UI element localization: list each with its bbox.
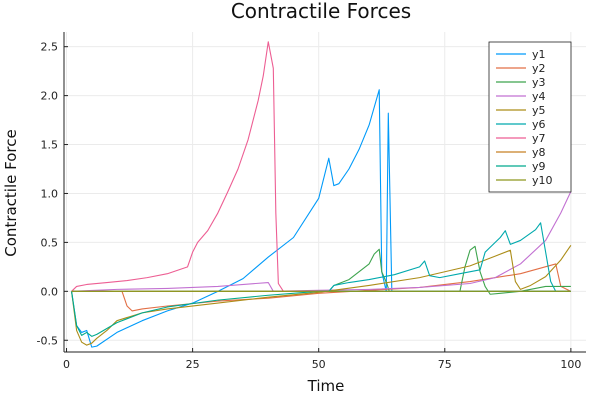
legend-label: y6 (532, 118, 546, 131)
ticks: 0 25 50 75 100 -0.5 0.0 0.5 1.0 1.5 2.0 2.5 (37, 41, 582, 371)
legend-label: y8 (532, 146, 546, 159)
legend-label: y1 (532, 48, 546, 61)
series-line-y6 (71, 222, 571, 292)
x-tick-label: 75 (438, 358, 452, 371)
series-layer (71, 41, 572, 348)
y-tick-label: 2.0 (41, 90, 59, 103)
series-line-y7 (71, 41, 571, 292)
y-tick-label: 2.5 (41, 41, 59, 54)
legend-label: y5 (532, 104, 546, 117)
x-tick-label: 100 (560, 358, 581, 371)
x-axis-label: Time (307, 377, 345, 395)
series-line-y1 (71, 89, 571, 348)
legend-box (488, 41, 572, 193)
legend-label: y2 (532, 62, 546, 75)
legend-label: y4 (532, 90, 546, 103)
series-line-y2 (71, 263, 572, 312)
legend-label: y7 (532, 132, 546, 145)
legend-label: y10 (532, 174, 553, 187)
y-tick-label: -0.5 (37, 334, 58, 347)
x-tick-label: 25 (186, 358, 200, 371)
y-tick-label: 1.5 (41, 139, 59, 152)
y-tick-label: 1.0 (41, 187, 59, 200)
legend-label: y3 (532, 76, 546, 89)
series-line-y5 (71, 245, 572, 346)
y-axis-label: Contractile Force (2, 129, 20, 256)
x-tick-label: 0 (63, 358, 70, 371)
axes (63, 32, 586, 353)
x-tick-label: 50 (312, 358, 326, 371)
legend-label: y9 (532, 160, 546, 173)
y-tick-label: 0.0 (41, 285, 59, 298)
series-line-y9 (71, 290, 571, 337)
series-line-y4 (71, 191, 572, 292)
y-tick-label: 0.5 (41, 236, 59, 249)
chart-title: Contractile Forces (231, 0, 411, 23)
